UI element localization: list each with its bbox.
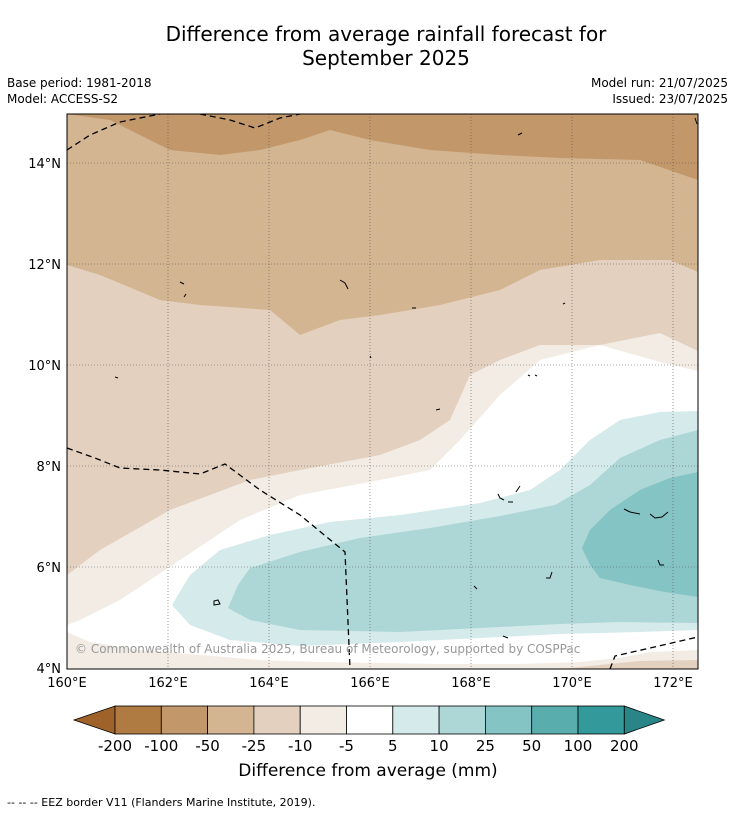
copyright-text: © Commonwealth of Australia 2025, Bureau… xyxy=(75,642,580,656)
colorbar-label: 10 xyxy=(430,737,449,755)
colorbar-swatch xyxy=(346,705,394,735)
island-outlines xyxy=(114,117,698,639)
colorbar-label: -5 xyxy=(339,737,354,755)
colorbar: -200 -100 -50 -25 -10 -5 5 10 25 50 100 200 xyxy=(72,705,666,755)
y-tick-8n: 8°N xyxy=(37,460,62,475)
colorbar-swatch xyxy=(438,705,486,735)
y-tick-14n: 14°N xyxy=(28,157,61,172)
colorbar-label: -50 xyxy=(195,737,220,755)
x-tick-162e: 162°E xyxy=(148,676,188,691)
map-frame xyxy=(66,113,699,670)
colorbar-swatch xyxy=(253,705,301,735)
eez-borders xyxy=(67,114,698,669)
colorbar-swatch xyxy=(531,705,579,735)
title-line-2: September 2025 xyxy=(302,46,470,70)
colorbar-label: 200 xyxy=(610,737,639,755)
colorbar-label: -25 xyxy=(242,737,267,755)
graticule xyxy=(67,114,698,669)
base-period: Base period: 1981-2018 xyxy=(7,76,152,90)
x-tick-172e: 172°E xyxy=(653,676,693,691)
colorbar-extend-low xyxy=(72,705,116,735)
map-title: Difference from average rainfall forecas… xyxy=(0,22,736,70)
eez-legend-note: -- -- -- EEZ border V11 (Flanders Marine… xyxy=(7,796,316,809)
colorbar-swatch xyxy=(160,705,209,735)
issued-date: Issued: 23/07/2025 xyxy=(612,92,728,106)
y-tick-labels: 14°N 12°N 10°N 8°N 6°N 4°N xyxy=(28,157,61,677)
rainfall-map: © Commonwealth of Australia 2025, Bureau… xyxy=(28,113,699,691)
field-bottom-minus-25 xyxy=(560,660,698,669)
colorbar-swatch xyxy=(299,705,347,735)
field-bottom-minus xyxy=(67,632,698,669)
colorbar-swatch xyxy=(207,705,255,735)
meta-right: Model run: 21/07/2025 Issued: 23/07/2025 xyxy=(591,75,728,107)
meta-left: Base period: 1981-2018 Model: ACCESS-S2 xyxy=(7,75,152,107)
map-fields xyxy=(67,114,698,669)
colorbar-extend-high xyxy=(623,705,666,735)
x-tick-168e: 168°E xyxy=(451,676,491,691)
y-tick-6n: 6°N xyxy=(37,561,62,576)
y-tick-4n: 4°N xyxy=(37,662,62,677)
colorbar-label: -100 xyxy=(144,737,178,755)
x-tick-170e: 170°E xyxy=(552,676,592,691)
x-tick-160e: 160°E xyxy=(47,676,87,691)
model-name: Model: ACCESS-S2 xyxy=(7,92,119,106)
colorbar-label: 50 xyxy=(522,737,541,755)
colorbar-label: -10 xyxy=(288,737,313,755)
field-plus-25 xyxy=(582,472,698,597)
x-tick-166e: 166°E xyxy=(350,676,390,691)
field-minus-100 xyxy=(67,114,698,180)
colorbar-swatch xyxy=(577,705,625,735)
colorbar-label: -200 xyxy=(98,737,132,755)
title-line-1: Difference from average rainfall forecas… xyxy=(165,22,607,46)
colorbar-label: 5 xyxy=(388,737,398,755)
y-tick-10n: 10°N xyxy=(28,359,61,374)
colorbar-label: 25 xyxy=(476,737,495,755)
x-tick-labels: 160°E 162°E 164°E 166°E 168°E 170°E 172°… xyxy=(47,676,693,691)
colorbar-swatch xyxy=(114,705,162,735)
x-tick-164e: 164°E xyxy=(249,676,289,691)
colorbar-swatch xyxy=(392,705,440,735)
field-minus-50 xyxy=(67,114,698,335)
colorbar-swatch xyxy=(484,705,533,735)
y-tick-12n: 12°N xyxy=(28,258,61,273)
model-run: Model run: 21/07/2025 xyxy=(590,76,728,90)
colorbar-title: Difference from average (mm) xyxy=(238,761,498,781)
colorbar-label: 100 xyxy=(564,737,593,755)
field-plus-10 xyxy=(228,430,698,632)
